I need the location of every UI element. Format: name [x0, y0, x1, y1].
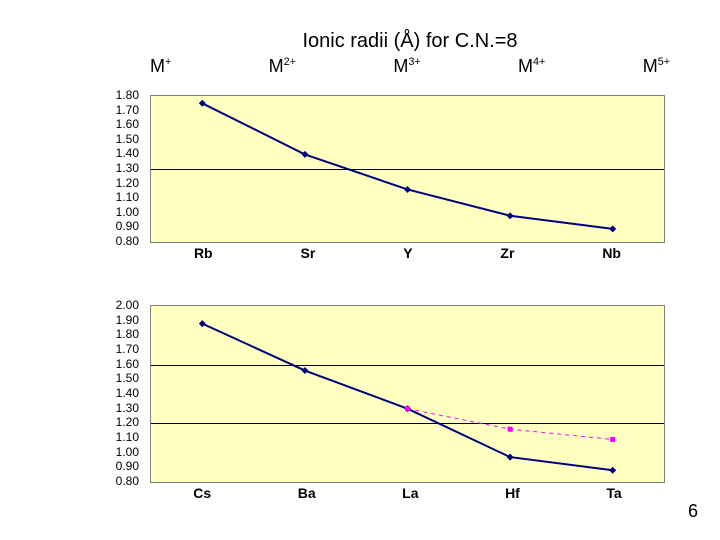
ytick: 1.30 [116, 161, 139, 175]
ytick: 0.90 [116, 219, 139, 233]
chart-bottom-plot [150, 305, 665, 483]
page-number: 6 [688, 501, 698, 522]
xtick: Y [403, 245, 412, 267]
ytick: 1.90 [116, 313, 139, 327]
ytick: 1.30 [116, 401, 139, 415]
ytick: 0.80 [116, 474, 139, 488]
series-marker [404, 186, 411, 193]
m-label-2: M2+ [269, 56, 296, 77]
chart-top-xlabels: Rb Sr Y Zr Nb [150, 245, 665, 267]
xtick: Cs [193, 485, 211, 507]
series-marker [405, 406, 410, 411]
ytick: 2.00 [116, 298, 139, 312]
chart-bottom-yaxis: 2.001.901.801.701.601.501.401.301.201.10… [100, 305, 145, 483]
series-marker [609, 467, 616, 474]
chart-bottom: 2.001.901.801.701.601.501.401.301.201.10… [100, 305, 665, 505]
chart-top-yaxis: 1.801.701.601.501.401.301.201.101.000.90… [100, 95, 145, 243]
xtick: Sr [301, 245, 316, 267]
chart-title: Ionic radii (Å) for C.N.=8 [260, 30, 560, 53]
ytick: 1.10 [116, 190, 139, 204]
ytick: 1.20 [116, 415, 139, 429]
series-marker [610, 437, 615, 442]
xtick: Hf [505, 485, 520, 507]
ytick: 1.10 [116, 430, 139, 444]
xtick: Ta [606, 485, 621, 507]
ytick: 1.60 [116, 357, 139, 371]
m-label-3: M3+ [393, 56, 420, 77]
ytick: 1.20 [116, 176, 139, 190]
xtick: Zr [500, 245, 514, 267]
xtick: La [402, 485, 418, 507]
xtick: Nb [602, 245, 621, 267]
series-marker [609, 225, 616, 232]
series-marker [301, 151, 308, 158]
chart-top: 1.801.701.601.501.401.301.201.101.000.90… [100, 95, 665, 265]
ytick: 1.70 [116, 103, 139, 117]
series-marker [199, 320, 206, 327]
series-marker [199, 100, 206, 107]
series-line [202, 324, 612, 471]
ytick: 0.80 [116, 234, 139, 248]
m-label-4: M4+ [518, 56, 545, 77]
series-marker [508, 427, 513, 432]
m-label-5: M5+ [643, 56, 670, 77]
ytick: 1.40 [116, 146, 139, 160]
xtick: Ba [298, 485, 316, 507]
chart-bottom-xlabels: Cs Ba La Hf Ta [150, 485, 665, 507]
m-labels: M+ M2+ M3+ M4+ M5+ [150, 56, 670, 77]
ytick: 0.90 [116, 459, 139, 473]
series-marker [301, 367, 308, 374]
ytick: 1.80 [116, 88, 139, 102]
m-label-1: M+ [150, 56, 171, 77]
ytick: 1.00 [116, 205, 139, 219]
ytick: 1.60 [116, 117, 139, 131]
ytick: 1.50 [116, 371, 139, 385]
chart-top-plot [150, 95, 665, 243]
xtick: Rb [194, 245, 213, 267]
ytick: 1.70 [116, 342, 139, 356]
series-marker [507, 454, 514, 461]
ytick: 1.00 [116, 445, 139, 459]
ytick: 1.50 [116, 132, 139, 146]
ytick: 1.40 [116, 386, 139, 400]
series-line [202, 103, 612, 229]
series-marker [507, 212, 514, 219]
ytick: 1.80 [116, 327, 139, 341]
